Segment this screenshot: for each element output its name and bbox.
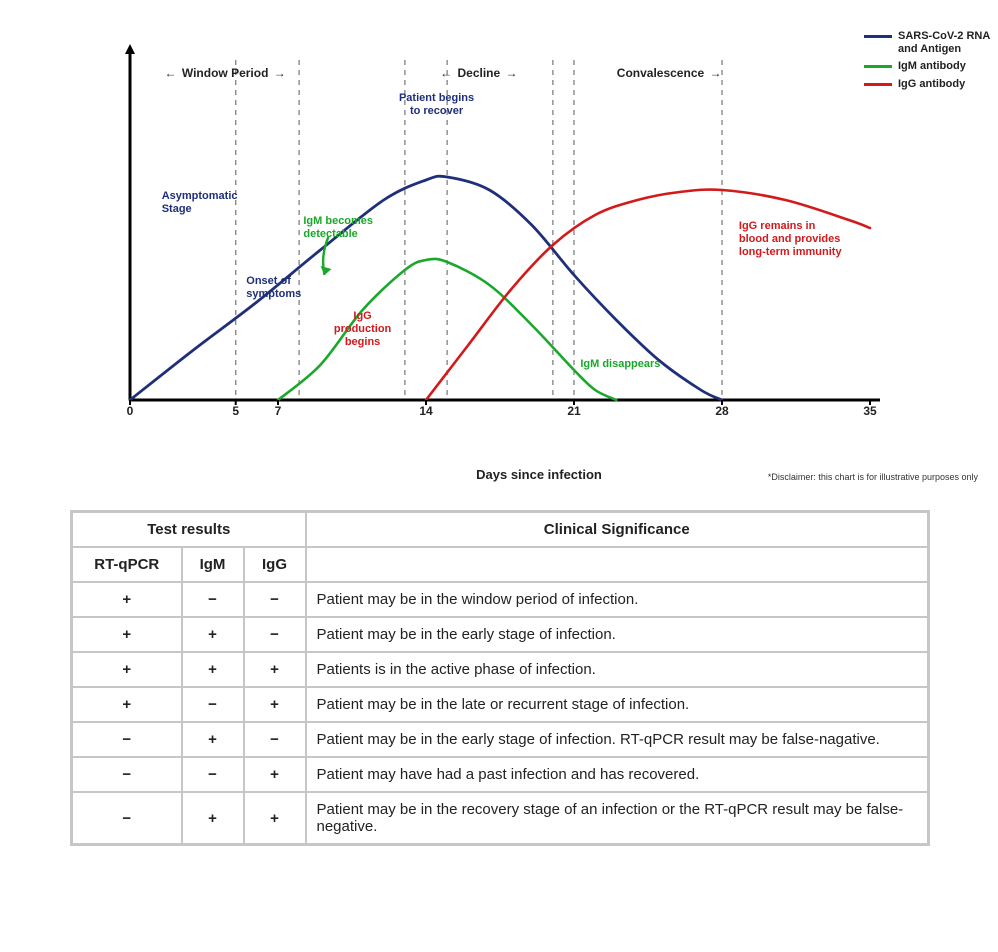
chart-annotation: Onset ofsymptoms — [246, 275, 301, 301]
result-cell: − — [182, 757, 244, 792]
result-cell: + — [182, 792, 244, 845]
x-tick: 0 — [127, 404, 134, 418]
significance-cell: Patient may be in the early stage of inf… — [306, 617, 929, 652]
clinical-significance-table: Test results Clinical Significance RT-qP… — [70, 510, 930, 846]
significance-cell: Patient may be in the early stage of inf… — [306, 722, 929, 757]
significance-cell: Patients is in the active phase of infec… — [306, 652, 929, 687]
phase-label: Convalescence — [617, 66, 722, 80]
result-cell: + — [182, 722, 244, 757]
x-tick: 21 — [567, 404, 580, 418]
phase-label: Window Period — [165, 66, 286, 80]
clinical-significance-table-wrap: Test results Clinical Significance RT-qP… — [70, 510, 930, 846]
result-cell: + — [244, 757, 306, 792]
x-tick: 7 — [275, 404, 282, 418]
table-header-tests: Test results — [72, 512, 306, 548]
chart-annotation: AsymptomaticStage — [162, 190, 238, 216]
result-cell: − — [72, 792, 182, 845]
chart-annotation: IgG remains inblood and provideslong-ter… — [739, 220, 879, 260]
result-cell: + — [72, 687, 182, 722]
significance-cell: Patient may have had a past infection an… — [306, 757, 929, 792]
legend-label: SARS-CoV-2 RNA and Antigen — [898, 30, 998, 56]
significance-cell: Patient may be in the recovery stage of … — [306, 792, 929, 845]
table-row: −++Patient may be in the recovery stage … — [72, 792, 929, 845]
table-row: −−+Patient may have had a past infection… — [72, 757, 929, 792]
legend-item: IgG antibody — [864, 78, 998, 91]
legend-item: IgM antibody — [864, 60, 998, 73]
significance-cell: Patient may be in the window period of i… — [306, 582, 929, 617]
col-significance-blank — [306, 547, 929, 582]
chart-disclaimer: *Disclaimer: this chart is for illustrat… — [768, 472, 978, 482]
table-row: ++−Patient may be in the early stage of … — [72, 617, 929, 652]
legend-swatch — [864, 83, 892, 86]
table-row: −+−Patient may be in the early stage of … — [72, 722, 929, 757]
legend-swatch — [864, 65, 892, 68]
col-rtqpcr: RT-qPCR — [72, 547, 182, 582]
chart-annotation: IgM becomesdetectable — [303, 215, 373, 241]
chart-legend: SARS-CoV-2 RNA and Antigen IgM antibody Ig… — [864, 30, 998, 95]
x-tick: 28 — [715, 404, 728, 418]
chart-annotation: IgM disappears — [580, 358, 660, 371]
table-row: +++Patients is in the active phase of in… — [72, 652, 929, 687]
x-tick: 35 — [863, 404, 876, 418]
table-row: +−−Patient may be in the window period o… — [72, 582, 929, 617]
legend-label: IgG antibody — [898, 78, 965, 91]
result-cell: − — [182, 582, 244, 617]
result-cell: + — [72, 652, 182, 687]
result-cell: − — [72, 722, 182, 757]
result-cell: + — [72, 582, 182, 617]
result-cell: + — [182, 617, 244, 652]
page-container: SARS-CoV-2 RNA and Antigen IgM antibody Ig… — [0, 0, 998, 886]
table-header-significance: Clinical Significance — [306, 512, 929, 548]
col-igm: IgM — [182, 547, 244, 582]
result-cell: + — [244, 792, 306, 845]
table-row: +−+Patient may be in the late or recurre… — [72, 687, 929, 722]
result-cell: − — [244, 582, 306, 617]
infection-timeline-chart: SARS-CoV-2 RNA and AntigenIgM antibodyIg… — [100, 40, 978, 460]
chart-annotation: IgGproductionbegins — [334, 310, 391, 350]
legend-item: SARS-CoV-2 RNA and Antigen — [864, 30, 998, 56]
result-cell: + — [244, 687, 306, 722]
col-igg: IgG — [244, 547, 306, 582]
x-tick: 5 — [232, 404, 239, 418]
chart-annotation: Patient beginsto recover — [399, 92, 474, 118]
phase-label: Decline — [440, 66, 517, 80]
legend-swatch — [864, 35, 892, 38]
result-cell: − — [244, 722, 306, 757]
result-cell: + — [182, 652, 244, 687]
legend-label: IgM antibody — [898, 60, 966, 73]
result-cell: + — [72, 617, 182, 652]
result-cell: − — [72, 757, 182, 792]
result-cell: − — [182, 687, 244, 722]
x-tick: 14 — [419, 404, 432, 418]
result-cell: − — [244, 617, 306, 652]
significance-cell: Patient may be in the late or recurrent … — [306, 687, 929, 722]
result-cell: + — [244, 652, 306, 687]
